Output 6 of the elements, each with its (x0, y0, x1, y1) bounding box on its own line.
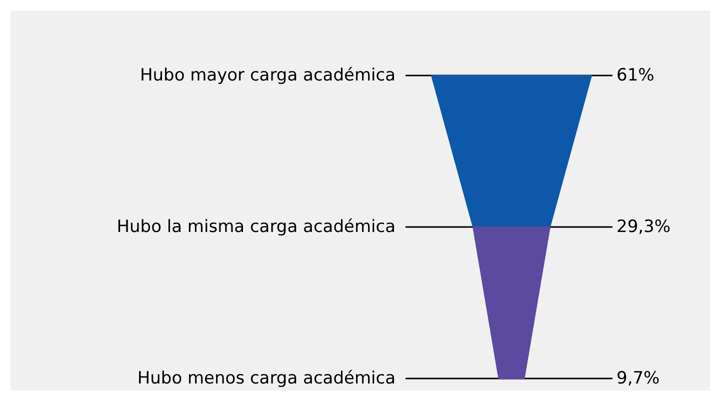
data-label: 29,3% (616, 217, 671, 237)
category-label: Hubo menos carga académica (137, 368, 396, 388)
category-label: Hubo la misma carga académica (116, 217, 396, 237)
data-label: 61% (616, 66, 654, 86)
data-label: 9,7% (616, 368, 660, 388)
category-label: Hubo mayor carga académica (140, 66, 396, 86)
